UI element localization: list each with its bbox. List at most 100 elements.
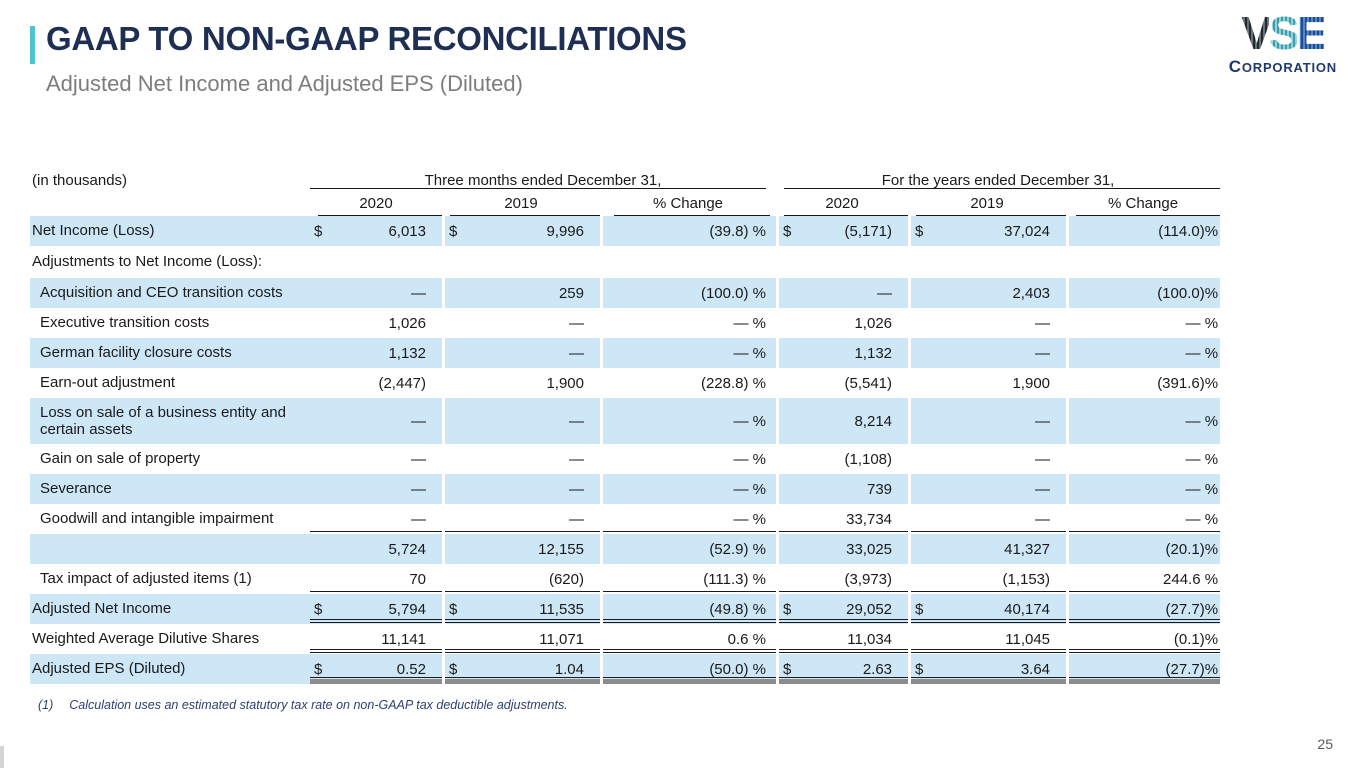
cell-d2 bbox=[442, 444, 468, 474]
cell-p2: — % bbox=[1066, 474, 1220, 504]
cell-p1: (52.9) % bbox=[600, 534, 776, 564]
cell-v2: 1,900 bbox=[546, 374, 584, 392]
cell-v4: — bbox=[1035, 344, 1051, 362]
title-accent-bar bbox=[30, 26, 35, 64]
cell-d3 bbox=[776, 398, 802, 444]
cell-d4 bbox=[908, 398, 934, 444]
table-row: Net Income (Loss) $6,013 $9,996 (39.8) % $ (5… bbox=[30, 216, 1221, 246]
cell-v3 bbox=[802, 246, 908, 278]
row-label: Net Income (Loss) bbox=[32, 222, 155, 240]
row-label: Earn-out adjustment bbox=[40, 374, 176, 392]
cell-v2: 12,155 bbox=[538, 540, 584, 558]
cell-d3 bbox=[776, 338, 802, 368]
cell-v1: — bbox=[411, 480, 426, 498]
cell-v4: 3.64 bbox=[934, 654, 1066, 684]
cell-d2: $ bbox=[442, 654, 468, 684]
row-label: Loss on sale of a business entity and ce… bbox=[40, 403, 286, 438]
cell-p1: — % bbox=[600, 444, 776, 474]
cell-v1: 6,013 bbox=[388, 222, 426, 240]
cell-d3 bbox=[776, 368, 802, 398]
cell-d2 bbox=[442, 534, 468, 564]
row-label: Severance bbox=[40, 480, 112, 498]
cell-v2: 11,071 bbox=[468, 624, 600, 654]
cell-v1: 70 bbox=[336, 564, 442, 594]
row-label: Acquisition and CEO transition costs bbox=[40, 284, 283, 302]
cell-d4: $ bbox=[908, 594, 935, 624]
cell-d3 bbox=[776, 504, 803, 534]
cell-p1: (100.0) % bbox=[600, 278, 776, 308]
cell-d4 bbox=[908, 368, 934, 398]
column-header-2020-y: 2020 bbox=[776, 189, 909, 216]
cell-p2: 244.6 % bbox=[1066, 564, 1221, 594]
cell-p2 bbox=[1066, 246, 1220, 278]
bottom-left-strip bbox=[0, 746, 4, 768]
logo-corporation-text: CORPORATION bbox=[1228, 57, 1337, 76]
cell-v3: 1,132 bbox=[854, 344, 893, 362]
cell-p1 bbox=[600, 246, 776, 278]
cell-d2 bbox=[442, 246, 468, 278]
cell-v2: — bbox=[569, 412, 584, 430]
cell-d3 bbox=[776, 278, 802, 308]
cell-d2 bbox=[442, 308, 468, 338]
row-label: Tax impact of adjusted items (1) bbox=[40, 570, 252, 588]
vse-corporation-logo: VSE CORPORATION bbox=[1229, 10, 1337, 75]
cell-v2: — bbox=[569, 450, 584, 468]
page-title: GAAP TO NON-GAAP RECONCILIATIONS bbox=[46, 20, 687, 57]
cell-p1: (228.8) % bbox=[600, 368, 776, 398]
cell-v1: 0.52 bbox=[336, 654, 442, 684]
reconciliation-table: (in thousands) Three months ended Decemb… bbox=[30, 163, 1221, 684]
cell-v2: 11,535 bbox=[468, 594, 600, 624]
cell-d3: $ bbox=[776, 216, 802, 246]
row-label bbox=[30, 534, 310, 564]
cell-v1: — bbox=[411, 412, 426, 430]
cell-d4 bbox=[908, 504, 935, 534]
row-label: Goodwill and intangible impairment bbox=[40, 510, 274, 528]
table-row: Loss on sale of a business entity and ce… bbox=[30, 398, 1221, 444]
cell-d4: $ bbox=[908, 216, 934, 246]
column-header-spacer bbox=[30, 189, 310, 216]
cell-v4: 37,024 bbox=[1004, 222, 1051, 240]
column-header-pct-change-y: % Change bbox=[1066, 189, 1221, 216]
cell-d4 bbox=[908, 308, 934, 338]
cell-p2: (20.1)% bbox=[1066, 534, 1220, 564]
footnote-marker: (1) bbox=[38, 698, 54, 712]
cell-d1 bbox=[310, 246, 336, 278]
cell-d1: $ bbox=[314, 222, 323, 240]
cell-d1: $ bbox=[310, 654, 336, 684]
column-header-row: 2020 2019 % Change 2020 2019 % Change bbox=[30, 189, 1221, 216]
column-header-2019-y: 2019 bbox=[908, 189, 1067, 216]
cell-d2 bbox=[442, 368, 468, 398]
cell-d4 bbox=[908, 564, 935, 594]
cell-d4: $ bbox=[908, 654, 935, 684]
cell-d1 bbox=[310, 474, 336, 504]
row-label: Adjusted EPS (Diluted) bbox=[32, 660, 186, 678]
cell-v4: 40,174 bbox=[934, 594, 1066, 624]
cell-v2: 259 bbox=[558, 284, 584, 302]
cell-v1: — bbox=[411, 450, 426, 468]
cell-d4 bbox=[908, 278, 934, 308]
cell-v1: 11,141 bbox=[336, 624, 442, 654]
cell-v1: 1,132 bbox=[388, 344, 426, 362]
logo-vse-letters: VSE bbox=[1229, 10, 1337, 56]
cell-d3 bbox=[776, 564, 803, 594]
cell-d3 bbox=[776, 474, 802, 504]
reconciliation-table-wrap: (in thousands) Three months ended Decemb… bbox=[30, 163, 1221, 684]
cell-v3: 8,214 bbox=[854, 412, 893, 430]
cell-v2: — bbox=[569, 314, 584, 332]
cell-d2 bbox=[442, 624, 468, 654]
cell-v4: — bbox=[934, 504, 1067, 534]
cell-v4: — bbox=[1035, 450, 1051, 468]
cell-v1: (2,447) bbox=[378, 374, 426, 392]
table-row: Earn-out adjustment (2,447) 1,900 (228.8) %… bbox=[30, 368, 1220, 398]
cell-v3: (1,108) bbox=[844, 450, 893, 468]
cell-d4 bbox=[908, 474, 934, 504]
cell-d1 bbox=[310, 504, 336, 534]
cell-p2: (391.6)% bbox=[1066, 368, 1220, 398]
cell-d1 bbox=[310, 624, 336, 654]
cell-p2: — % bbox=[1066, 338, 1220, 368]
table-row: Severance — — — % 739 — — % bbox=[30, 474, 1221, 504]
footnote-text: Calculation uses an estimated statutory … bbox=[69, 698, 568, 712]
cell-d1 bbox=[310, 308, 336, 338]
cell-d3 bbox=[776, 624, 803, 654]
cell-v4: 41,327 bbox=[1004, 540, 1051, 558]
